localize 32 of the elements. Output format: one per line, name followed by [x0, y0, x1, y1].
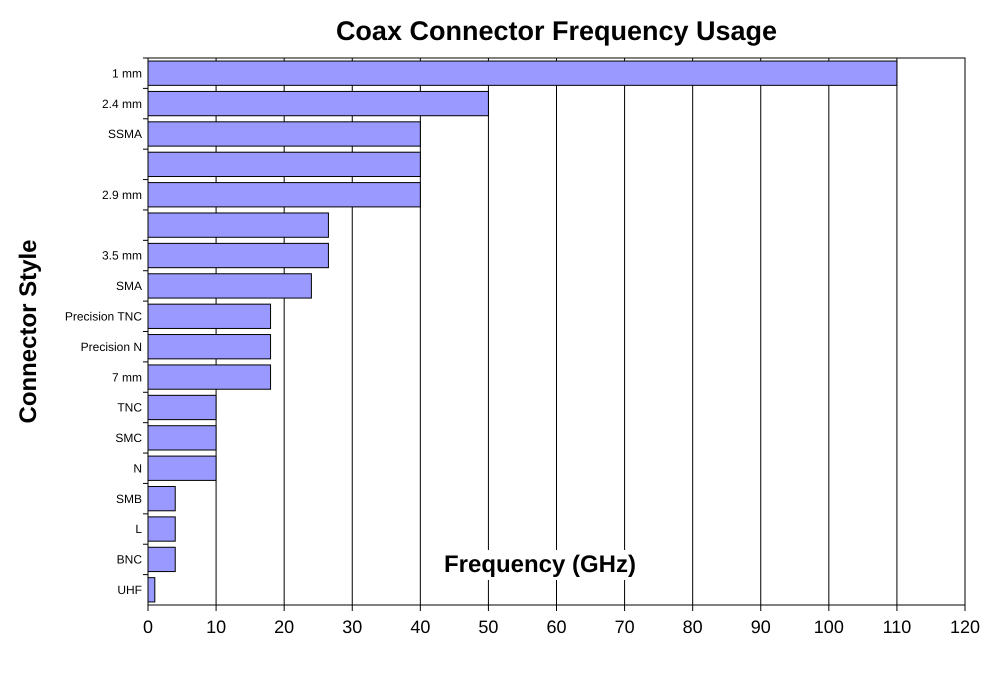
x-tick-label: 50	[478, 617, 498, 637]
x-tick-label: 20	[274, 617, 294, 637]
x-tick-label: 120	[950, 617, 980, 637]
x-tick-label: 110	[882, 617, 912, 637]
x-tick-label: 100	[814, 617, 844, 637]
y-tick-label: 1 mm	[112, 66, 142, 80]
y-tick-label: Precision TNC	[64, 310, 142, 324]
x-tick-label: 0	[142, 617, 154, 637]
x-tick-label: 10	[206, 617, 226, 637]
y-tick-label: SMA	[116, 279, 142, 294]
y-tick-label: L	[135, 522, 142, 536]
y-tick-label: N	[133, 461, 142, 476]
x-tick-label: 90	[750, 617, 771, 637]
chart-title: Coax Connector Frequency Usage	[336, 16, 778, 46]
y-tick-label: BNC	[116, 552, 142, 567]
x-tick-label: 80	[682, 617, 703, 637]
y-tick-label: SMB	[116, 492, 142, 506]
y-tick-label: UHF	[117, 583, 142, 598]
y-tick-label: 7 mm	[112, 370, 142, 384]
x-axis-title: Frequency (GHz)	[444, 551, 636, 578]
y-tick-label: 3.5 mm	[102, 248, 142, 263]
y-tick-label: SSMA	[108, 127, 142, 142]
x-tick-label: 40	[410, 617, 430, 637]
y-tick-label: SMC	[115, 431, 142, 446]
y-tick-label: 2.9 mm	[102, 188, 142, 202]
x-tick-label: 30	[342, 617, 362, 637]
y-tick-label: 2.4 mm	[102, 96, 142, 111]
x-tick-label: 70	[614, 617, 635, 637]
y-tick-label: Precision N	[80, 340, 142, 354]
y-tick-label: TNC	[117, 400, 142, 415]
y-axis-title: Connector Style	[15, 239, 42, 424]
x-tick-label: 60	[546, 617, 567, 637]
